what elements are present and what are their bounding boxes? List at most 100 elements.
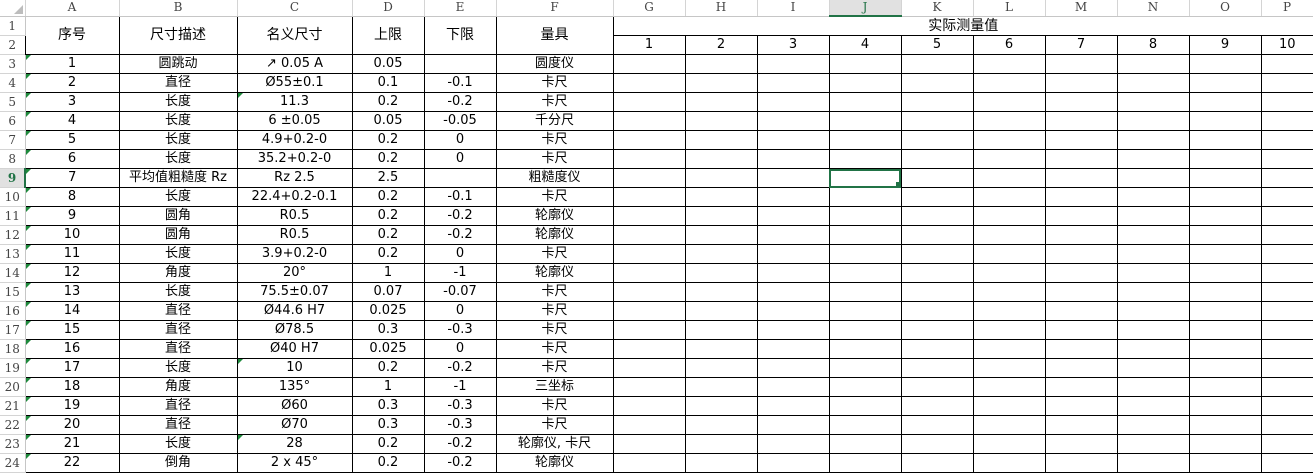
- cell-O14[interactable]: [1188, 263, 1262, 283]
- cell-O5[interactable]: [1188, 92, 1262, 112]
- cell-L19[interactable]: [972, 358, 1046, 378]
- cell-J7[interactable]: [828, 130, 902, 150]
- cell-K11[interactable]: [900, 206, 974, 226]
- cell-H15[interactable]: [684, 282, 758, 302]
- cell-N4[interactable]: [1116, 73, 1190, 93]
- cell-I24[interactable]: [756, 453, 830, 473]
- cell-A22[interactable]: 20: [24, 415, 120, 435]
- cell-G9[interactable]: [612, 168, 686, 188]
- cell-O22[interactable]: [1188, 415, 1262, 435]
- cell-F13[interactable]: 卡尺: [495, 244, 614, 264]
- cell-H9[interactable]: [684, 168, 758, 188]
- cell-N15[interactable]: [1116, 282, 1190, 302]
- cell-I7[interactable]: [756, 130, 830, 150]
- cell-A21[interactable]: 19: [24, 396, 120, 416]
- cell-C7[interactable]: 4.9+0.2-0: [236, 130, 353, 150]
- cell-D15[interactable]: 0.07: [351, 282, 425, 302]
- cell-O21[interactable]: [1188, 396, 1262, 416]
- cell-A12[interactable]: 10: [24, 225, 120, 245]
- cell-D22[interactable]: 0.3: [351, 415, 425, 435]
- cell-L8[interactable]: [972, 149, 1046, 169]
- table-header-cell[interactable]: 下限: [423, 15, 497, 55]
- cell-O9[interactable]: [1188, 168, 1262, 188]
- cell-L22[interactable]: [972, 415, 1046, 435]
- measurement-column-cell[interactable]: 5: [900, 35, 974, 55]
- cell-H14[interactable]: [684, 263, 758, 283]
- measurement-column-cell[interactable]: 7: [1044, 35, 1118, 55]
- cell-M13[interactable]: [1044, 244, 1118, 264]
- cell-N5[interactable]: [1116, 92, 1190, 112]
- cell-D23[interactable]: 0.2: [351, 434, 425, 454]
- cell-J19[interactable]: [828, 358, 902, 378]
- cell-B4[interactable]: 直径: [118, 73, 238, 93]
- cell-F6[interactable]: 千分尺: [495, 111, 614, 131]
- row-header-2[interactable]: 2: [0, 35, 26, 55]
- cell-M24[interactable]: [1044, 453, 1118, 473]
- cell-K5[interactable]: [900, 92, 974, 112]
- cell-D17[interactable]: 0.3: [351, 320, 425, 340]
- row-header-4[interactable]: 4: [0, 73, 26, 93]
- cell-F7[interactable]: 卡尺: [495, 130, 614, 150]
- cell-C23[interactable]: 28: [236, 434, 353, 454]
- cell-P12[interactable]: [1260, 225, 1313, 245]
- cell-L21[interactable]: [972, 396, 1046, 416]
- cell-B20[interactable]: 角度: [118, 377, 238, 397]
- cell-I14[interactable]: [756, 263, 830, 283]
- column-header-D[interactable]: D: [352, 0, 425, 17]
- cell-M23[interactable]: [1044, 434, 1118, 454]
- measurement-column-cell[interactable]: 2: [684, 35, 758, 55]
- cell-G11[interactable]: [612, 206, 686, 226]
- measurement-header-cell[interactable]: 实际测量值: [613, 16, 1313, 36]
- cell-P18[interactable]: [1260, 339, 1313, 359]
- cell-B19[interactable]: 长度: [118, 358, 238, 378]
- cell-G22[interactable]: [612, 415, 686, 435]
- cell-M9[interactable]: [1044, 168, 1118, 188]
- cell-K15[interactable]: [900, 282, 974, 302]
- cell-F19[interactable]: 卡尺: [495, 358, 614, 378]
- cell-K21[interactable]: [900, 396, 974, 416]
- cell-H19[interactable]: [684, 358, 758, 378]
- cell-E3[interactable]: [423, 54, 497, 74]
- cell-A11[interactable]: 9: [24, 206, 120, 226]
- cell-P23[interactable]: [1260, 434, 1313, 454]
- cell-H4[interactable]: [684, 73, 758, 93]
- table-header-cell[interactable]: 序号: [24, 15, 120, 55]
- cell-H18[interactable]: [684, 339, 758, 359]
- cell-P9[interactable]: [1260, 168, 1313, 188]
- column-header-B[interactable]: B: [119, 0, 238, 17]
- cell-N22[interactable]: [1116, 415, 1190, 435]
- cell-A14[interactable]: 12: [24, 263, 120, 283]
- row-header-7[interactable]: 7: [0, 130, 26, 150]
- cell-G17[interactable]: [612, 320, 686, 340]
- column-header-F[interactable]: F: [496, 0, 614, 17]
- column-header-N[interactable]: N: [1117, 0, 1190, 17]
- cell-L20[interactable]: [972, 377, 1046, 397]
- cell-E22[interactable]: -0.3: [423, 415, 497, 435]
- cell-B8[interactable]: 长度: [118, 149, 238, 169]
- cell-I16[interactable]: [756, 301, 830, 321]
- cell-B3[interactable]: 圆跳动: [118, 54, 238, 74]
- measurement-column-cell[interactable]: 4: [828, 35, 902, 55]
- cell-I8[interactable]: [756, 149, 830, 169]
- row-header-3[interactable]: 3: [0, 54, 26, 74]
- cell-M20[interactable]: [1044, 377, 1118, 397]
- cell-M18[interactable]: [1044, 339, 1118, 359]
- cell-E23[interactable]: -0.2: [423, 434, 497, 454]
- row-header-22[interactable]: 22: [0, 415, 26, 435]
- cell-G4[interactable]: [612, 73, 686, 93]
- row-header-17[interactable]: 17: [0, 320, 26, 340]
- cell-N13[interactable]: [1116, 244, 1190, 264]
- cell-O4[interactable]: [1188, 73, 1262, 93]
- cell-G3[interactable]: [612, 54, 686, 74]
- row-header-23[interactable]: 23: [0, 434, 26, 454]
- row-header-19[interactable]: 19: [0, 358, 26, 378]
- cell-A10[interactable]: 8: [24, 187, 120, 207]
- cell-C14[interactable]: 20°: [236, 263, 353, 283]
- column-header-E[interactable]: E: [424, 0, 497, 17]
- cell-G18[interactable]: [612, 339, 686, 359]
- cell-F8[interactable]: 卡尺: [495, 149, 614, 169]
- cell-K14[interactable]: [900, 263, 974, 283]
- cell-G10[interactable]: [612, 187, 686, 207]
- cell-J5[interactable]: [828, 92, 902, 112]
- measurement-column-cell[interactable]: 9: [1188, 35, 1262, 55]
